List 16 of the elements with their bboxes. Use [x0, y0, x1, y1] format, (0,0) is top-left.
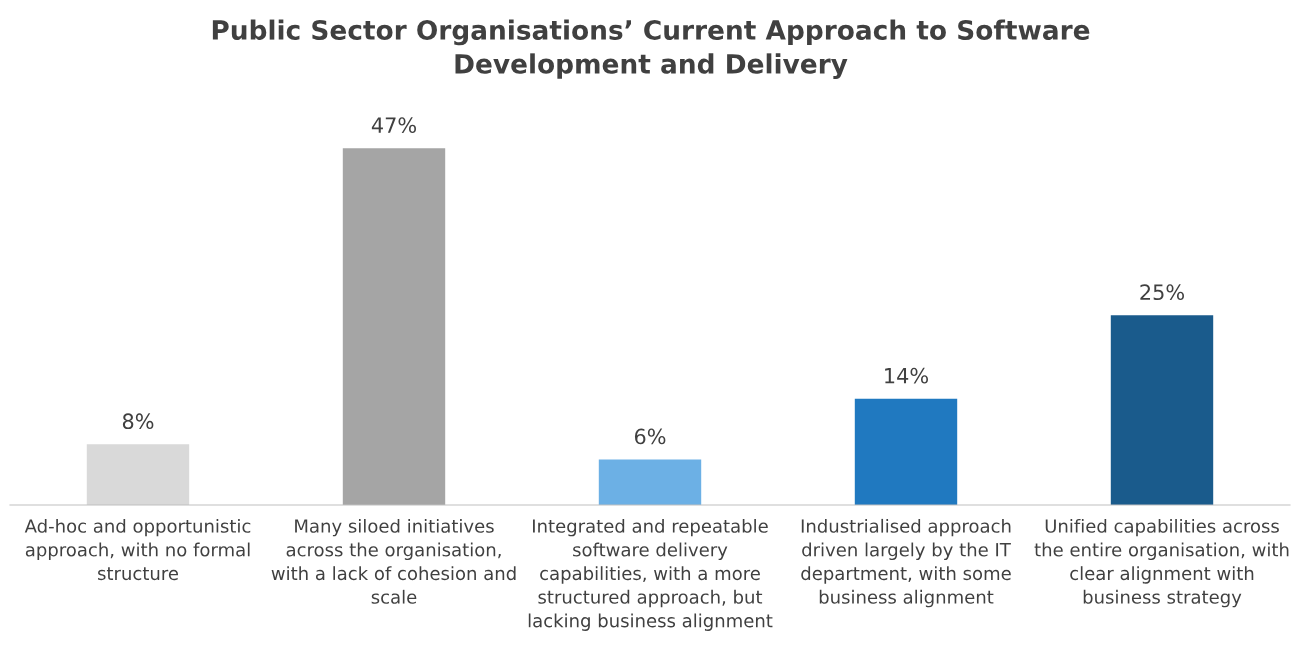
- data-label: 47%: [371, 117, 416, 134]
- bar: [598, 459, 702, 505]
- x-tick-label: Industrialised approach driven largely by the IT department, with some business alignment: [801, 518, 1011, 608]
- data-label: 6%: [634, 428, 666, 445]
- x-tick-label: Ad-hoc and opportunistic approach, with no formal structure: [24, 518, 251, 581]
- chart-title: Public Sector Organisations’ Current Approach to Software Development and Delivery: [212, 19, 1090, 80]
- data-label: 25%: [1140, 284, 1184, 301]
- bar: [86, 444, 190, 505]
- bar: [1110, 315, 1214, 505]
- x-tick-label: Integrated and repeatable software delivery capabilities, with a more structured approach, but lacking business alignment: [528, 518, 773, 631]
- bar: [854, 398, 958, 505]
- bar: [342, 148, 446, 505]
- x-tick-label: Unified capabilities across the entire organisation, with clear alignment with business strategy: [1034, 518, 1289, 608]
- data-label: 8%: [122, 413, 154, 430]
- data-label: 14%: [885, 367, 928, 384]
- x-tick-label: Many siloed initiatives across the organisation, with a lack of cohesion and scale: [271, 518, 516, 604]
